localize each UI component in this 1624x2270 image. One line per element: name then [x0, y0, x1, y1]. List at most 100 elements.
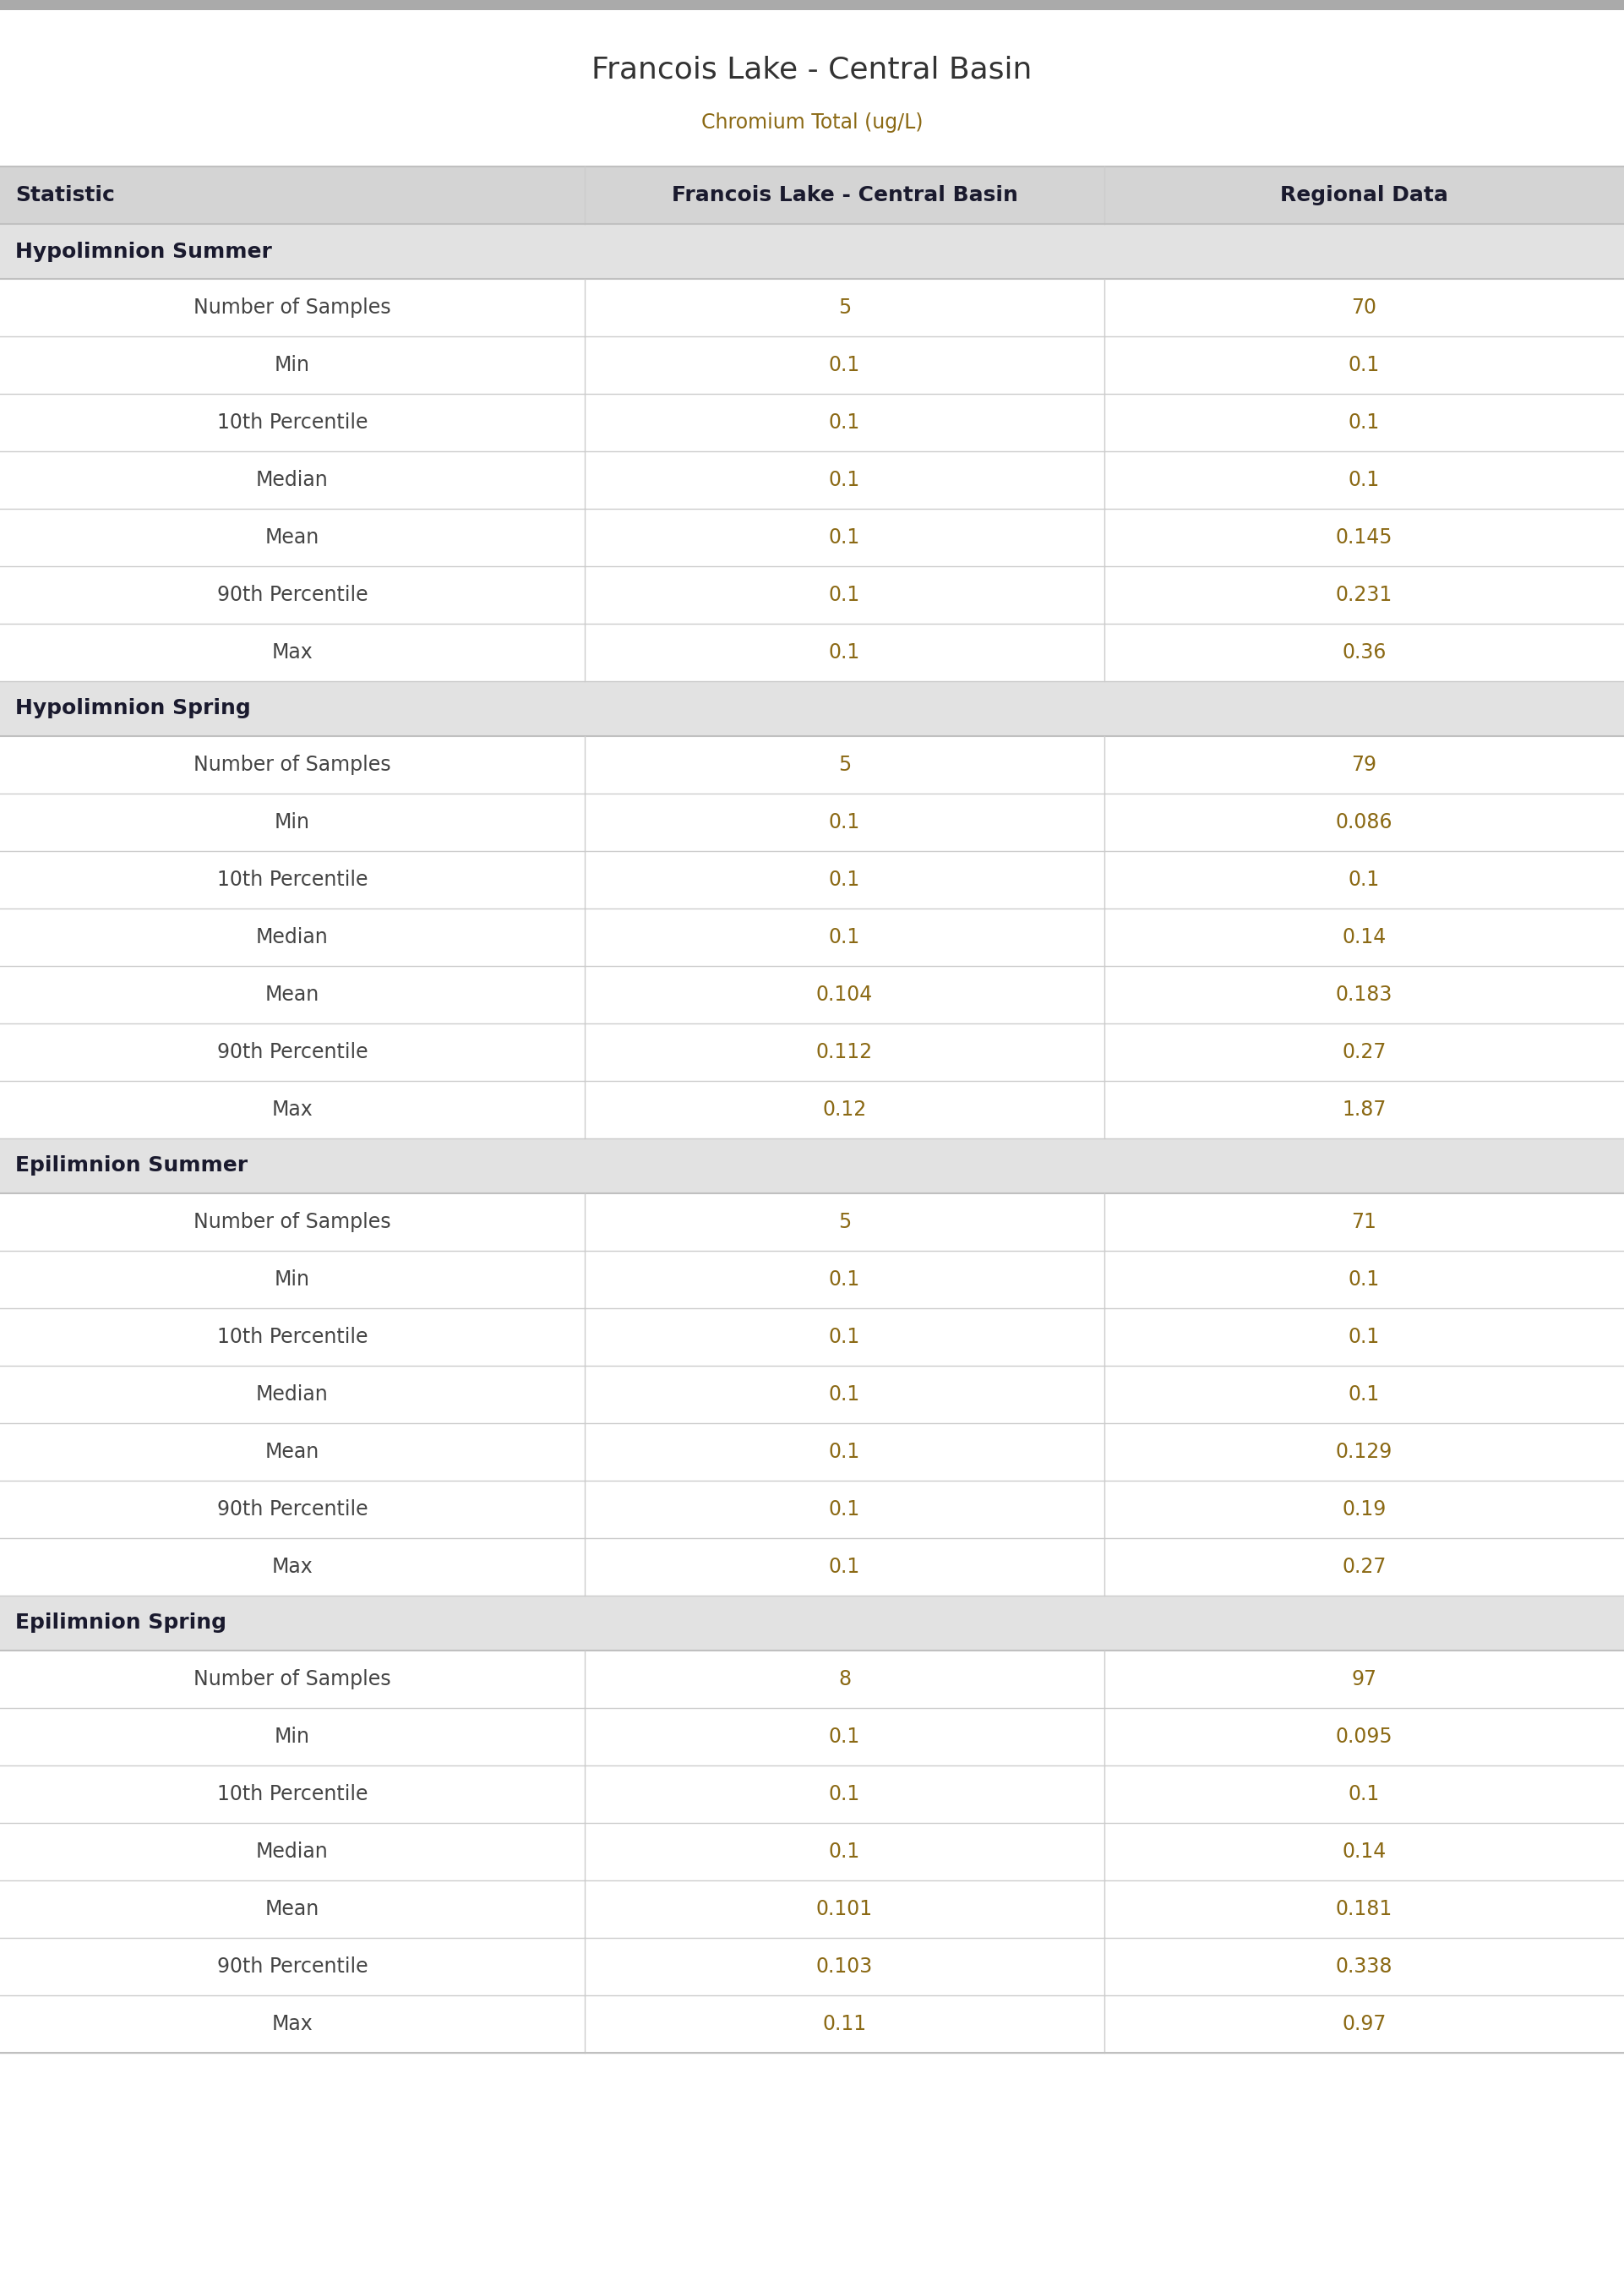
Text: Number of Samples: Number of Samples — [193, 754, 391, 774]
Text: Max: Max — [271, 2013, 313, 2034]
Text: 10th Percentile: 10th Percentile — [218, 1328, 367, 1346]
Text: 10th Percentile: 10th Percentile — [218, 1784, 367, 1805]
Text: 5: 5 — [838, 754, 851, 774]
Text: 0.1: 0.1 — [828, 1784, 861, 1805]
Bar — [0, 1823, 1624, 1880]
Text: 1.87: 1.87 — [1341, 1099, 1387, 1119]
Text: 0.103: 0.103 — [817, 1957, 872, 1977]
Text: 8: 8 — [838, 1668, 851, 1689]
Bar — [0, 1367, 1624, 1423]
Text: Epilimnion Spring: Epilimnion Spring — [15, 1614, 226, 1632]
Text: Number of Samples: Number of Samples — [193, 1212, 391, 1233]
Text: 0.14: 0.14 — [1341, 926, 1387, 947]
Text: Median: Median — [257, 470, 328, 490]
Bar — [0, 565, 1624, 624]
Text: 0.129: 0.129 — [1337, 1441, 1392, 1462]
Text: 0.1: 0.1 — [828, 1727, 861, 1748]
Bar — [0, 452, 1624, 508]
Text: 0.1: 0.1 — [1348, 869, 1380, 890]
Text: 0.1: 0.1 — [828, 354, 861, 375]
Bar — [0, 225, 1624, 279]
Text: 0.1: 0.1 — [828, 1498, 861, 1519]
Text: Min: Min — [274, 1727, 310, 1748]
Bar — [0, 279, 1624, 336]
Text: 0.36: 0.36 — [1341, 642, 1387, 663]
Text: Max: Max — [271, 1099, 313, 1119]
Bar — [0, 0, 1624, 9]
Bar — [0, 908, 1624, 967]
Text: Number of Samples: Number of Samples — [193, 1668, 391, 1689]
Text: Epilimnion Summer: Epilimnion Summer — [15, 1155, 248, 1176]
Text: 0.1: 0.1 — [828, 1557, 861, 1578]
Text: 79: 79 — [1351, 754, 1377, 774]
Text: 90th Percentile: 90th Percentile — [218, 1042, 367, 1062]
Text: 0.1: 0.1 — [1348, 1385, 1380, 1405]
Text: 0.1: 0.1 — [1348, 413, 1380, 434]
Bar — [0, 1995, 1624, 2052]
Bar — [0, 735, 1624, 794]
Text: Mean: Mean — [265, 527, 320, 547]
Text: 0.1: 0.1 — [828, 1441, 861, 1462]
Text: 90th Percentile: 90th Percentile — [218, 1498, 367, 1519]
Text: 0.095: 0.095 — [1335, 1727, 1393, 1748]
Text: 0.1: 0.1 — [828, 527, 861, 547]
Text: 0.104: 0.104 — [817, 985, 872, 1006]
Text: 0.1: 0.1 — [1348, 470, 1380, 490]
Text: 0.27: 0.27 — [1341, 1557, 1387, 1578]
Text: Mean: Mean — [265, 1900, 320, 1918]
Text: 10th Percentile: 10th Percentile — [218, 413, 367, 434]
Text: 0.1: 0.1 — [828, 813, 861, 833]
Text: Chromium Total (ug/L): Chromium Total (ug/L) — [702, 114, 922, 134]
Text: 0.1: 0.1 — [828, 1269, 861, 1289]
Text: Min: Min — [274, 1269, 310, 1289]
Bar — [0, 1650, 1624, 1707]
Text: Regional Data: Regional Data — [1280, 186, 1449, 204]
Text: 71: 71 — [1351, 1212, 1377, 1233]
Text: 0.1: 0.1 — [828, 1841, 861, 1861]
Bar — [0, 967, 1624, 1024]
Bar — [0, 508, 1624, 565]
Text: 0.101: 0.101 — [817, 1900, 872, 1918]
Text: 90th Percentile: 90th Percentile — [218, 586, 367, 606]
Text: 0.112: 0.112 — [817, 1042, 872, 1062]
Text: Hypolimnion Summer: Hypolimnion Summer — [15, 241, 271, 261]
Bar — [0, 681, 1624, 735]
Text: 0.19: 0.19 — [1341, 1498, 1387, 1519]
Text: Max: Max — [271, 642, 313, 663]
Bar — [0, 166, 1624, 225]
Bar — [0, 1251, 1624, 1308]
Text: 70: 70 — [1351, 297, 1377, 318]
Text: 0.1: 0.1 — [828, 1385, 861, 1405]
Text: Median: Median — [257, 1385, 328, 1405]
Bar — [0, 9, 1624, 166]
Text: Francois Lake - Central Basin: Francois Lake - Central Basin — [671, 186, 1018, 204]
Text: 0.086: 0.086 — [1335, 813, 1393, 833]
Text: 5: 5 — [838, 297, 851, 318]
Bar — [0, 1194, 1624, 1251]
Bar — [0, 1766, 1624, 1823]
Text: 5: 5 — [838, 1212, 851, 1233]
Text: 0.1: 0.1 — [828, 869, 861, 890]
Text: 0.14: 0.14 — [1341, 1841, 1387, 1861]
Bar — [0, 1081, 1624, 1137]
Text: 90th Percentile: 90th Percentile — [218, 1957, 367, 1977]
Text: 0.12: 0.12 — [822, 1099, 867, 1119]
Text: 0.145: 0.145 — [1335, 527, 1393, 547]
Bar — [0, 1423, 1624, 1480]
Bar — [0, 336, 1624, 393]
Text: 0.1: 0.1 — [828, 1328, 861, 1346]
Text: 0.27: 0.27 — [1341, 1042, 1387, 1062]
Text: 0.1: 0.1 — [828, 642, 861, 663]
Text: Median: Median — [257, 926, 328, 947]
Text: Hypolimnion Spring: Hypolimnion Spring — [15, 699, 250, 720]
Text: 0.1: 0.1 — [1348, 354, 1380, 375]
Text: 0.1: 0.1 — [828, 586, 861, 606]
Bar — [0, 851, 1624, 908]
Bar — [0, 1480, 1624, 1539]
Text: 0.1: 0.1 — [828, 413, 861, 434]
Bar — [0, 1596, 1624, 1650]
Text: 97: 97 — [1351, 1668, 1377, 1689]
Text: Median: Median — [257, 1841, 328, 1861]
Text: Mean: Mean — [265, 1441, 320, 1462]
Text: 0.338: 0.338 — [1335, 1957, 1393, 1977]
